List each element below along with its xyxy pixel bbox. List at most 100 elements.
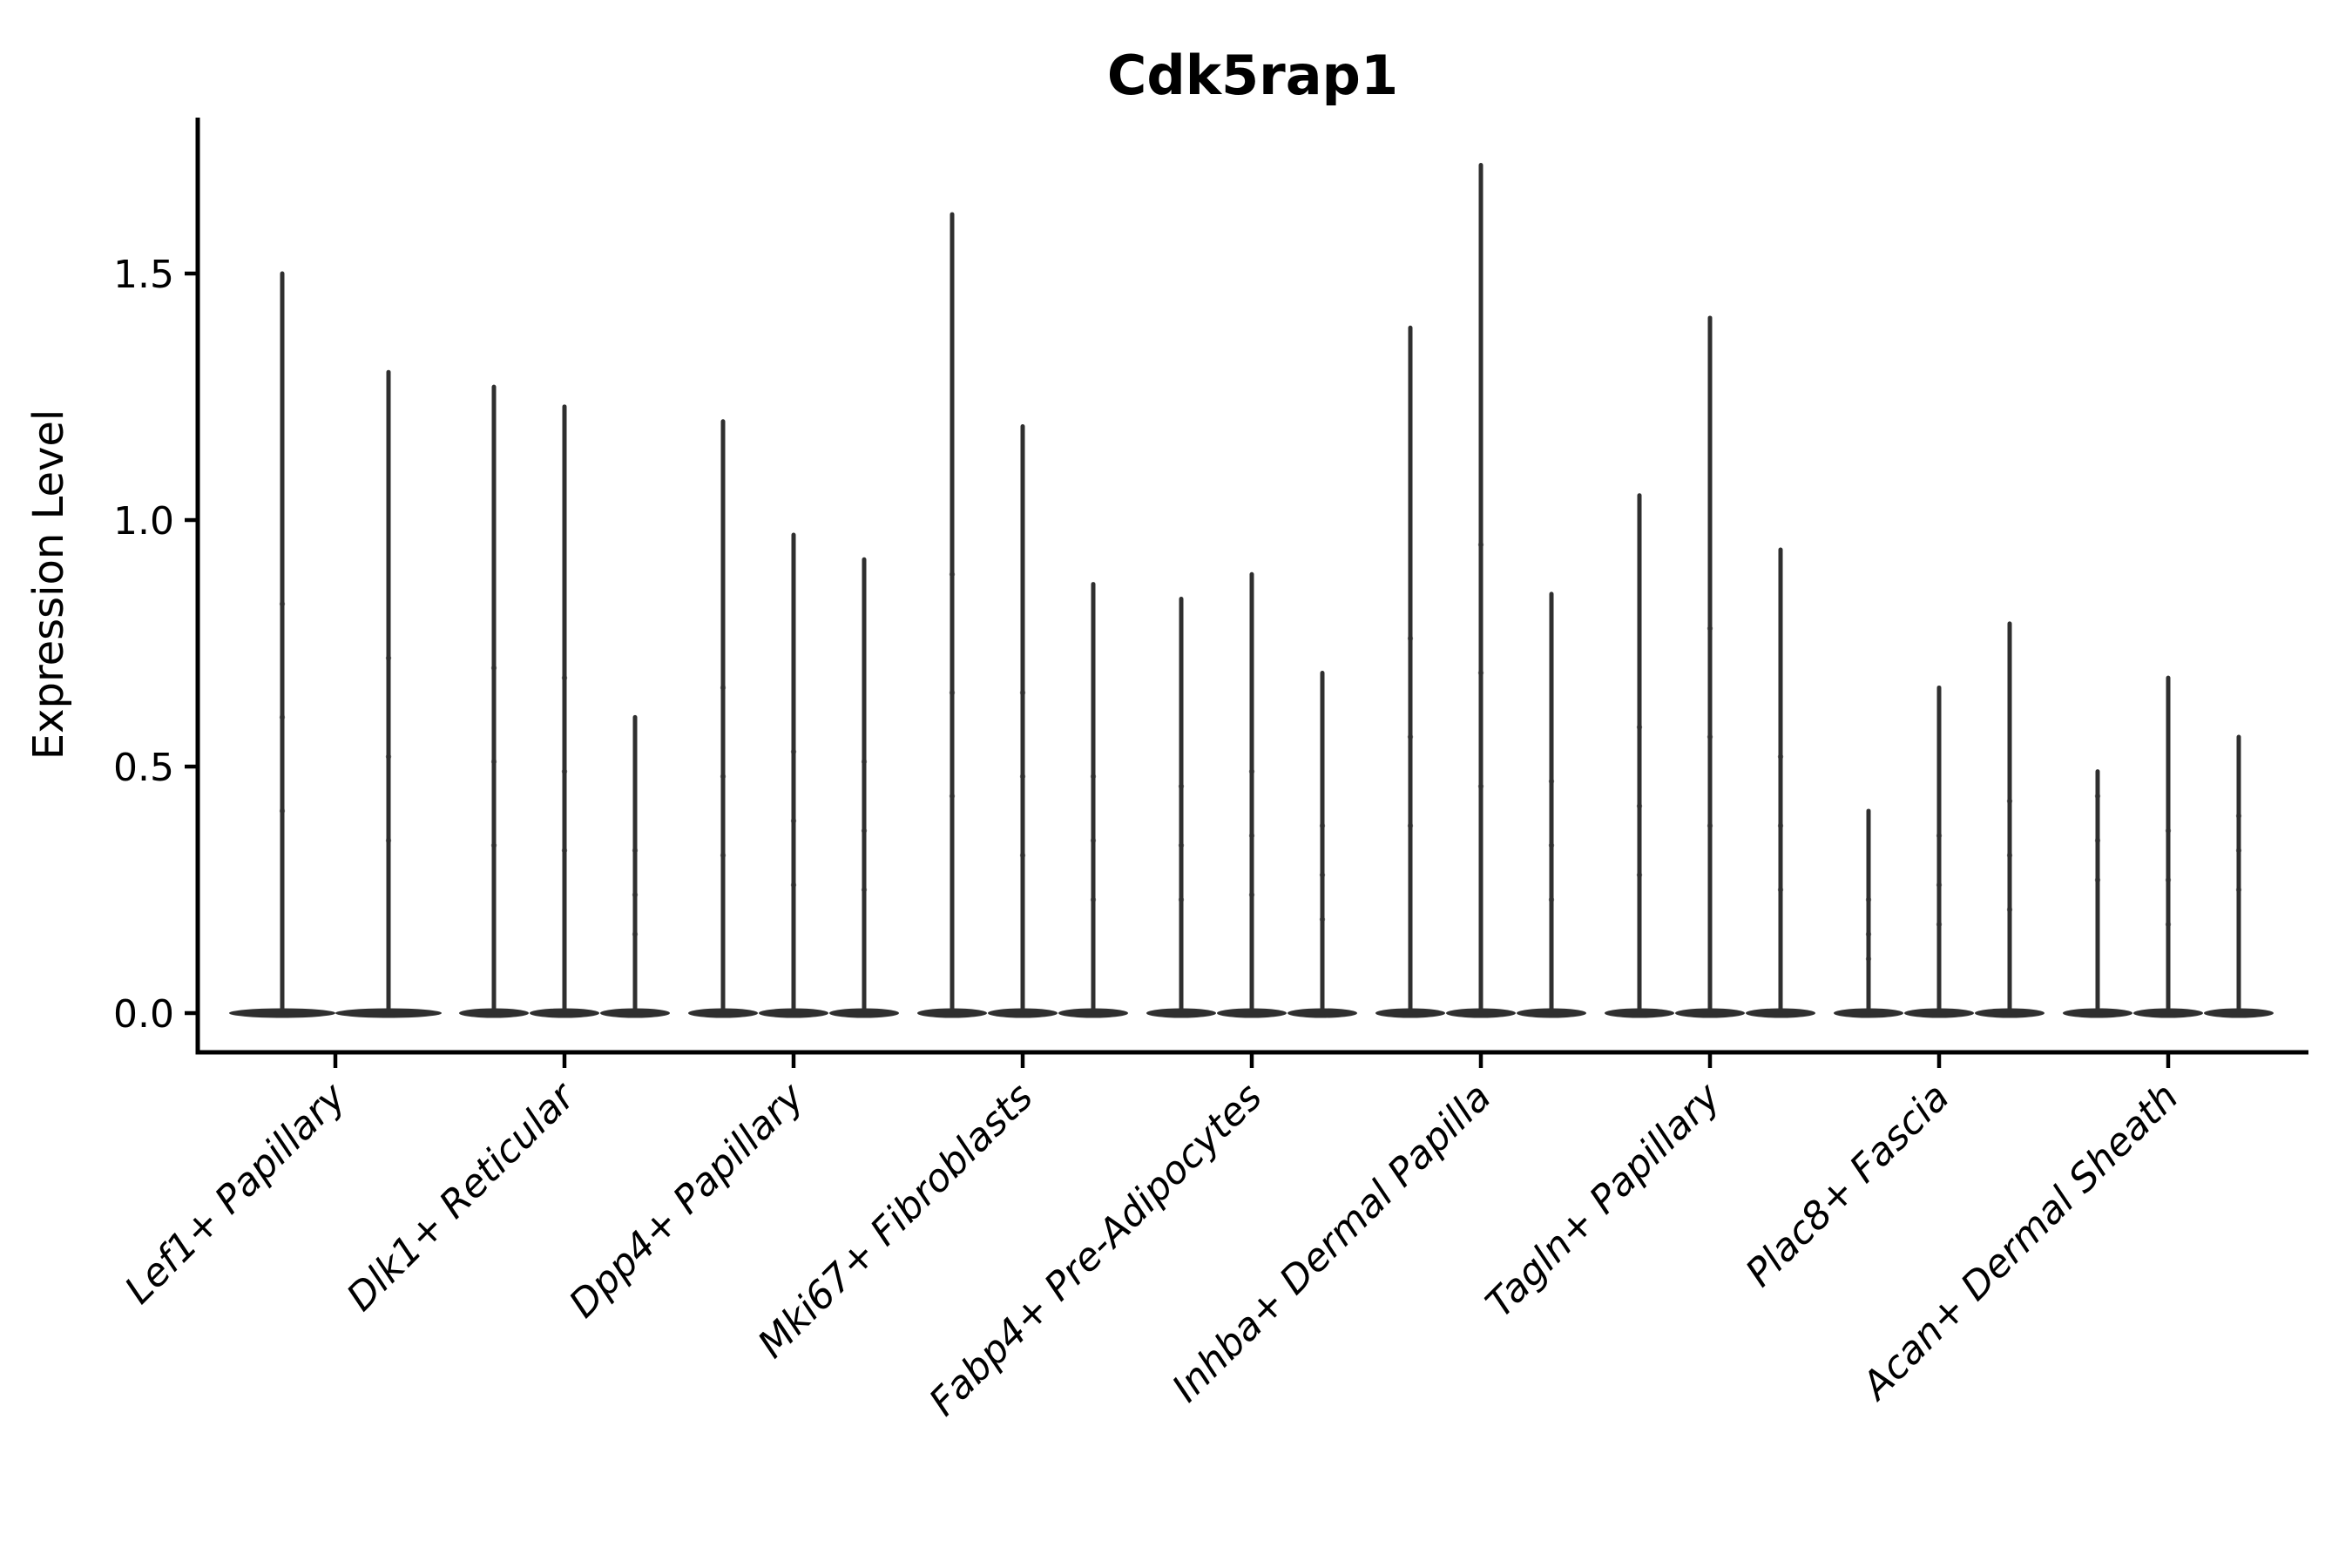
jitter-dot [1865, 931, 1872, 937]
jitter-dot [490, 759, 497, 765]
jitter-dot [1090, 837, 1097, 844]
jitter-dot [2235, 887, 2242, 893]
jitter-dot [949, 571, 956, 578]
jitter-dot [1636, 803, 1643, 809]
jitter-dot [561, 848, 568, 854]
jitter-dot [1248, 891, 1255, 898]
jitter-dot [1407, 822, 1414, 829]
violin-group [1605, 315, 1815, 1018]
jitter-dot [2094, 876, 2101, 883]
jitter-dot [1636, 872, 1643, 878]
jitter-dot [1865, 896, 1872, 903]
jitter-dot [720, 774, 727, 780]
jitter-dot [1248, 768, 1255, 774]
x-tick-label: Dpp4+ Papillary [561, 1074, 814, 1327]
jitter-dot [1178, 842, 1185, 848]
violin-group [688, 419, 899, 1018]
jitter-dot [949, 793, 956, 800]
jitter-dot [861, 887, 868, 893]
jitter-dot [1477, 542, 1484, 548]
jitter-dot [632, 891, 639, 898]
jitter-dot [2006, 906, 2013, 913]
jitter-dot [279, 601, 286, 607]
jitter-dot [1248, 833, 1255, 839]
jitter-dot [790, 818, 797, 824]
x-tick-label: Dlk1+ Reticular [338, 1073, 585, 1320]
jitter-dot [1777, 754, 1784, 760]
jitter-dot [949, 689, 956, 696]
violins-layer [229, 162, 2274, 1018]
jitter-dot [385, 837, 392, 844]
jitter-dot [861, 759, 868, 765]
jitter-dot [861, 828, 868, 834]
jitter-dot [2235, 813, 2242, 819]
jitter-dot [385, 754, 392, 760]
jitter-dot [2235, 848, 2242, 854]
jitter-dot [1019, 689, 1026, 696]
jitter-dot [1407, 635, 1414, 642]
jitter-dot [1548, 896, 1555, 903]
jitter-dot [1319, 872, 1326, 878]
x-tick-label: Lef1+ Papillary [117, 1074, 355, 1313]
jitter-dot [720, 685, 727, 691]
jitter-dot [561, 768, 568, 774]
jitter-dot [1936, 833, 1943, 839]
jitter-dot [1319, 822, 1326, 829]
jitter-dot [561, 674, 568, 681]
jitter-dot [1319, 916, 1326, 923]
jitter-dot [1777, 887, 1784, 893]
jitter-dot [790, 748, 797, 755]
y-tick-label: 0.5 [113, 746, 174, 790]
y-tick-label: 1.0 [113, 499, 174, 544]
jitter-dot [1477, 783, 1484, 789]
jitter-dot [490, 842, 497, 848]
y-tick-label: 0.0 [113, 992, 174, 1037]
jitter-dot [1407, 733, 1414, 740]
jitter-dot [2006, 798, 2013, 804]
jitter-dot [632, 848, 639, 854]
jitter-dot [2006, 852, 2013, 859]
violin-group [229, 271, 442, 1018]
jitter-dot [1477, 670, 1484, 676]
jitter-dot [1865, 956, 1872, 962]
jitter-dot [2165, 876, 2172, 883]
jitter-dot [632, 931, 639, 937]
chart-title: Cdk5rap1 [1107, 44, 1398, 107]
jitter-dot [279, 808, 286, 814]
jitter-dot [1090, 774, 1097, 780]
violin-group [2063, 675, 2274, 1018]
jitter-dot [1707, 822, 1713, 829]
jitter-dot [279, 714, 286, 720]
jitter-dot [1936, 882, 1943, 889]
violin-group [1375, 162, 1586, 1018]
jitter-dot [385, 655, 392, 661]
jitter-dot [1178, 783, 1185, 789]
jitter-dot [490, 665, 497, 671]
violin-group [1146, 571, 1357, 1018]
jitter-dot [720, 852, 727, 859]
violin-group [459, 384, 670, 1018]
jitter-dot [1178, 896, 1185, 903]
y-axis-ticks: 0.0 0.5 1.0 1.5 [113, 253, 198, 1037]
y-tick-label: 1.5 [113, 253, 174, 297]
violin-group [917, 212, 1128, 1018]
jitter-dot [1707, 733, 1713, 740]
jitter-dot [1548, 842, 1555, 848]
jitter-dot [1636, 724, 1643, 730]
jitter-dot [1090, 896, 1097, 903]
jitter-dot [2094, 837, 2101, 844]
jitter-dot [1019, 774, 1026, 780]
jitter-dot [2165, 921, 2172, 928]
jitter-dot [1936, 921, 1943, 928]
x-tick-label: Tagln+ Papillary [1477, 1074, 1729, 1326]
jitter-dot [1019, 852, 1026, 859]
x-tick-label: Plac8+ Fascia [1737, 1075, 1957, 1295]
jitter-dot [1777, 822, 1784, 829]
jitter-dot [790, 882, 797, 889]
jitter-dot [2165, 828, 2172, 834]
jitter-dot [1707, 625, 1713, 632]
jitter-dot [1548, 778, 1555, 785]
